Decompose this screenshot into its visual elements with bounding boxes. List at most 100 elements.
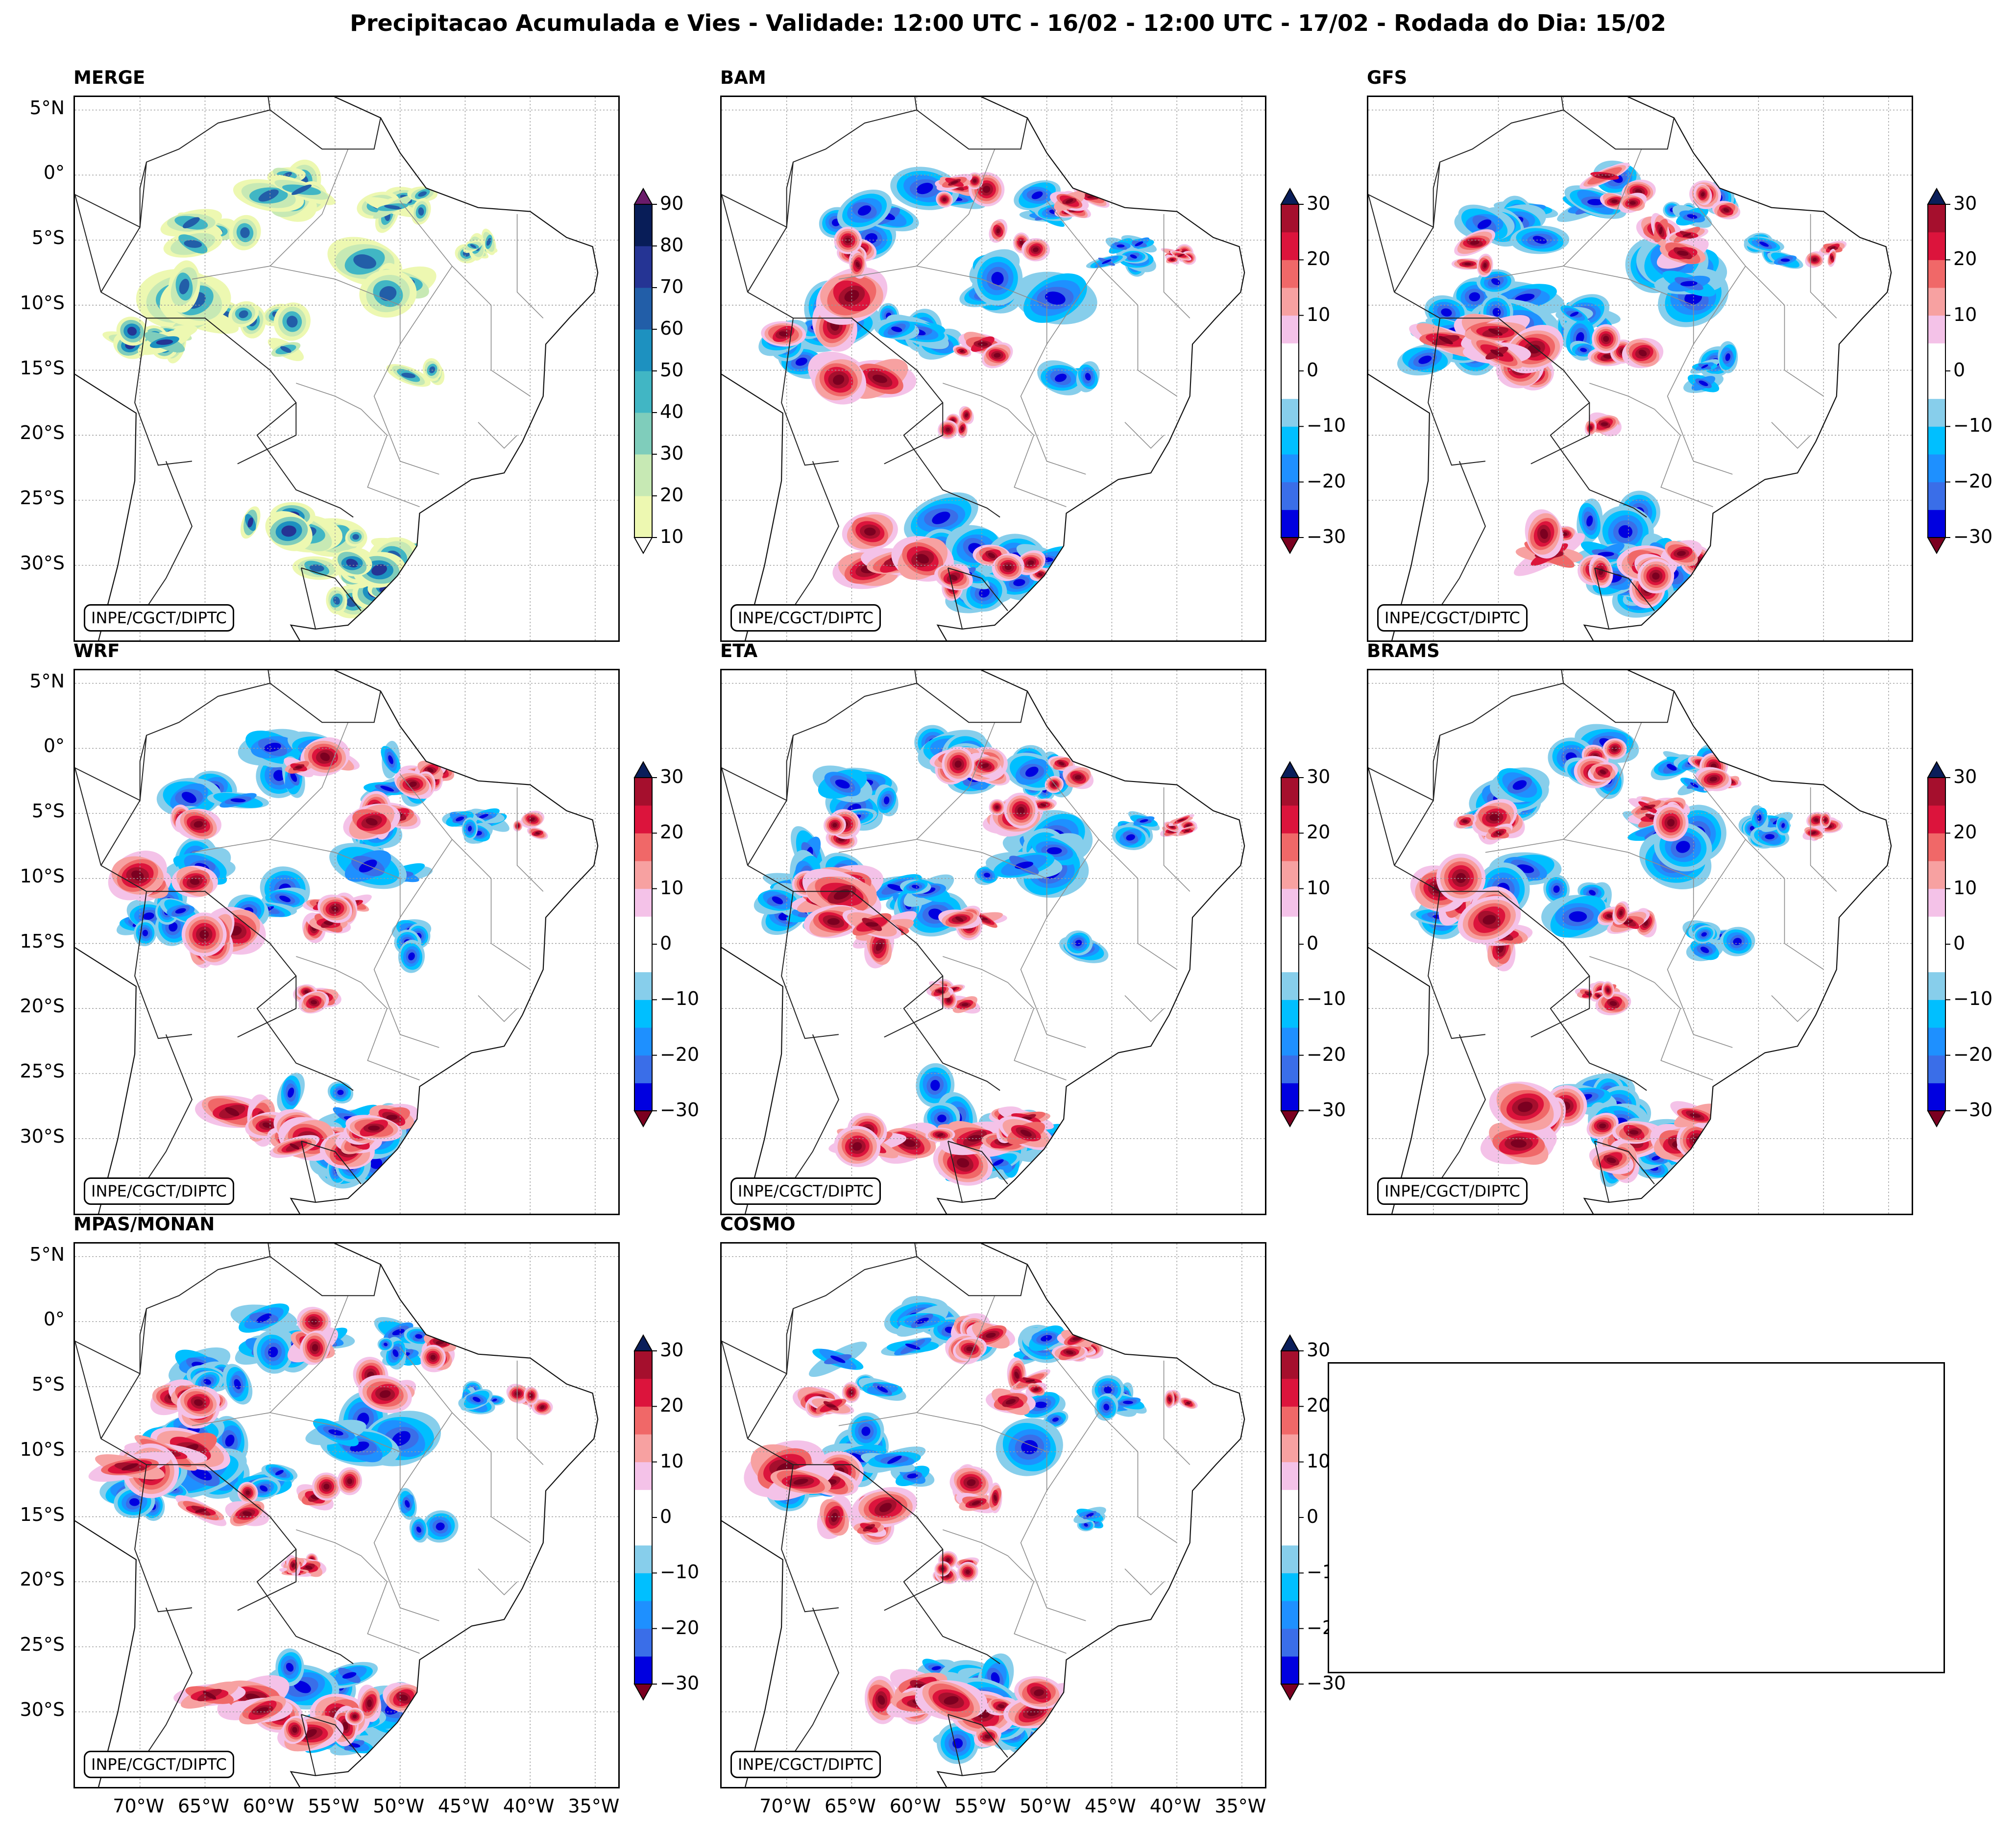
colorbar-tick-label: 40: [660, 401, 684, 422]
state-boundary: [373, 839, 453, 1048]
country-border: [301, 567, 362, 611]
country-border: [1594, 567, 1610, 630]
panel-label: COSMO: [720, 1214, 796, 1235]
precip-field: [753, 725, 1198, 1186]
colorbar-tick-label: 10: [660, 1450, 684, 1472]
country-border: [1594, 1141, 1655, 1185]
state-boundary: [478, 1568, 518, 1595]
panel-label: BRAMS: [1367, 640, 1440, 661]
latitude-label: 15°S: [20, 357, 65, 379]
colorbar-tick-label: 0: [1307, 359, 1319, 381]
country-border: [884, 976, 944, 1038]
colorbar-segment: [1928, 371, 1945, 399]
colorbar-tick-label: −10: [1953, 988, 1993, 1010]
colorbar-tick-label: 30: [1307, 193, 1331, 214]
credit-label: INPE/CGCT/DIPTC: [730, 1177, 881, 1205]
colorbar-segment: [634, 1378, 652, 1407]
colorbar-tick-label: −10: [1307, 988, 1346, 1010]
colorbar-tick-label: −20: [660, 1043, 700, 1065]
country-border: [914, 97, 918, 110]
country-border: [722, 767, 749, 866]
latitude-label: 5°N: [29, 1243, 65, 1265]
state-boundary: [296, 956, 362, 983]
colorbar-segment: [634, 833, 652, 861]
state-boundary: [917, 266, 1047, 344]
colorbar-segment: [1928, 1055, 1945, 1083]
panel-label: BAM: [720, 67, 766, 88]
coastline: [722, 1244, 1245, 1787]
colorbar-segment: [1281, 1656, 1299, 1685]
country-border: [1368, 767, 1395, 866]
colorbar: [633, 1334, 657, 1701]
colorbar-segment: [1928, 343, 1945, 371]
state-boundary: [1046, 774, 1177, 970]
state-boundary: [1693, 774, 1824, 970]
colorbar-segment: [1928, 972, 1945, 1000]
colorbar-under-arrow: [1927, 537, 1946, 555]
colorbar-segment: [634, 1490, 652, 1518]
state-boundary: [838, 722, 996, 853]
state-boundary: [373, 1412, 453, 1621]
colorbar-tick-label: 90: [660, 193, 684, 214]
country-border: [139, 461, 193, 618]
colorbar-tick-label: 0: [1953, 359, 1966, 381]
state-boundary: [1654, 409, 1713, 508]
latitude-label: 0°: [43, 1308, 65, 1330]
colorbar-segment: [1281, 778, 1299, 806]
colorbar-tick-label: −20: [1307, 1043, 1346, 1065]
colorbar-segment: [634, 1000, 652, 1028]
latitude-label: 5°S: [31, 800, 65, 822]
colorbar-segment: [634, 805, 652, 833]
colorbar: [633, 187, 657, 555]
precip-field: [1397, 160, 1847, 618]
colorbar-segment: [1928, 398, 1945, 427]
state-boundary: [1124, 1568, 1165, 1595]
panel-label: GFS: [1367, 67, 1408, 88]
latitude-label: 5°N: [29, 97, 65, 119]
map-frame: INPE/CGCT/DIPTC: [1367, 96, 1913, 642]
latitude-label: 10°S: [20, 865, 65, 887]
country-border: [786, 461, 839, 618]
state-boundary: [400, 200, 531, 397]
colorbar-tick-label: 0: [1307, 932, 1319, 954]
colorbar-over-arrow: [1280, 187, 1300, 205]
colorbar-segment: [1928, 888, 1945, 917]
state-boundary: [917, 839, 1047, 918]
country-border: [301, 1141, 362, 1185]
colorbar-segment: [1928, 232, 1945, 260]
state-boundary: [373, 266, 453, 475]
state-boundary: [192, 722, 349, 853]
country-border: [747, 109, 1028, 293]
colorbar-segment: [1281, 1351, 1299, 1379]
precip-field: [102, 159, 498, 618]
colorbar-segment: [634, 1434, 652, 1463]
country-border: [947, 1141, 1008, 1185]
country-border: [75, 1340, 102, 1439]
map-field: [75, 97, 618, 640]
map-field: [75, 1244, 618, 1787]
map-field: [1368, 97, 1912, 640]
colorbar-tick-label: 10: [1307, 877, 1331, 899]
state-boundary: [361, 1555, 420, 1654]
country-border: [75, 767, 102, 866]
country-border: [75, 735, 147, 802]
country-border: [1428, 891, 1486, 1039]
country-border: [1394, 683, 1675, 866]
latitude-label: 5°N: [29, 670, 65, 692]
colorbar: [1927, 187, 1950, 555]
colorbar-segment: [1281, 454, 1299, 483]
credit-label: INPE/CGCT/DIPTC: [84, 1177, 234, 1205]
empty-panel: [1328, 1362, 1945, 1673]
precip-field: [108, 729, 548, 1189]
colorbar-tick-label: 20: [660, 821, 684, 843]
state-boundary: [943, 383, 1008, 410]
colorbar-tick-label: 20: [1307, 248, 1331, 270]
colorbar-segment: [634, 1351, 652, 1379]
colorbar-segment: [1928, 944, 1945, 973]
colorbar-tick-label: 10: [1953, 303, 1977, 325]
country-border: [1394, 109, 1675, 293]
credit-label: INPE/CGCT/DIPTC: [730, 604, 881, 632]
state-boundary: [1810, 787, 1837, 892]
colorbar-tick-label: 20: [660, 484, 684, 506]
colorbar-tick-label: −30: [1307, 1099, 1346, 1121]
